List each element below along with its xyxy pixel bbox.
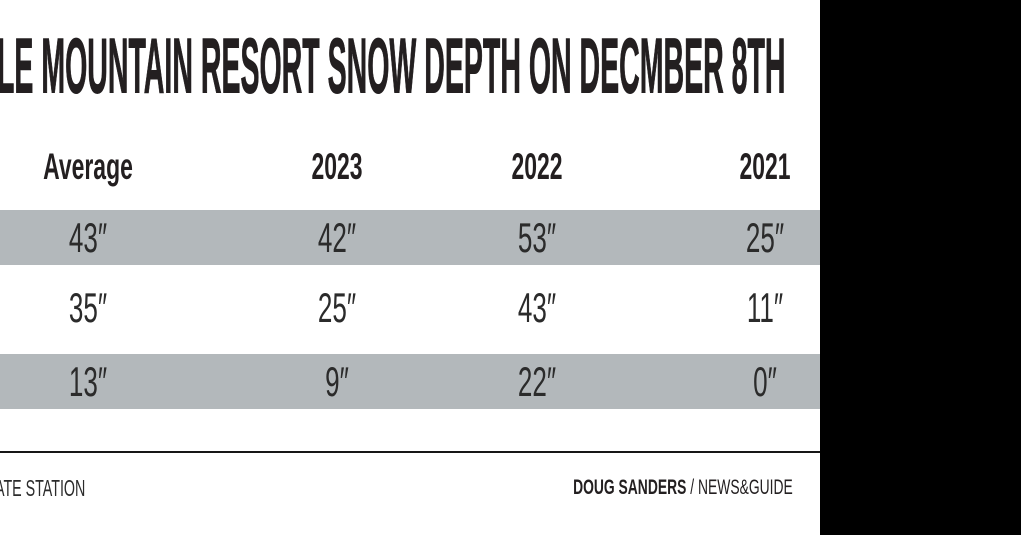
cell-2023: 9″ (325, 357, 349, 405)
cell-2021: 11″ (746, 283, 784, 331)
credit-organization: / NEWS&GUIDE (690, 476, 793, 499)
table-row: 35″ 25″ 43″ 11″ (0, 280, 820, 335)
cell-2022: 43″ (517, 283, 557, 331)
cell-average: 43″ (68, 213, 108, 261)
cell-2023: 42″ (317, 213, 357, 261)
column-header-2021: 2021 (739, 146, 791, 187)
source-line: ATE STATION (0, 474, 86, 501)
cell-2023: 25″ (317, 283, 357, 331)
cell-2022: 22″ (517, 357, 557, 405)
table-row: 43″ 42″ 53″ 25″ (0, 210, 820, 265)
crop-black-bar (820, 0, 1021, 535)
table-row: 13″ 9″ 22″ 0″ (0, 354, 820, 409)
cell-average: 35″ (68, 283, 108, 331)
table-header-row: Average 2023 2022 2021 (0, 146, 820, 187)
credit-line: DOUG SANDERS / NEWS&GUIDE (573, 474, 793, 502)
cell-2021: 25″ (745, 213, 785, 261)
graphic-title: LE MOUNTAIN RESORT SNOW DEPTH ON DECMBER… (0, 20, 786, 110)
cell-average: 13″ (68, 357, 108, 405)
credit-author: DOUG SANDERS (573, 476, 687, 499)
footer-divider-rule (0, 451, 820, 453)
column-header-2023: 2023 (311, 146, 363, 187)
column-header-average: Average (43, 146, 133, 187)
row-shade-band (0, 354, 820, 409)
row-shade-band (0, 210, 820, 265)
cell-2022: 53″ (517, 213, 557, 261)
cell-2021: 0″ (753, 357, 777, 405)
column-header-2022: 2022 (511, 146, 563, 187)
